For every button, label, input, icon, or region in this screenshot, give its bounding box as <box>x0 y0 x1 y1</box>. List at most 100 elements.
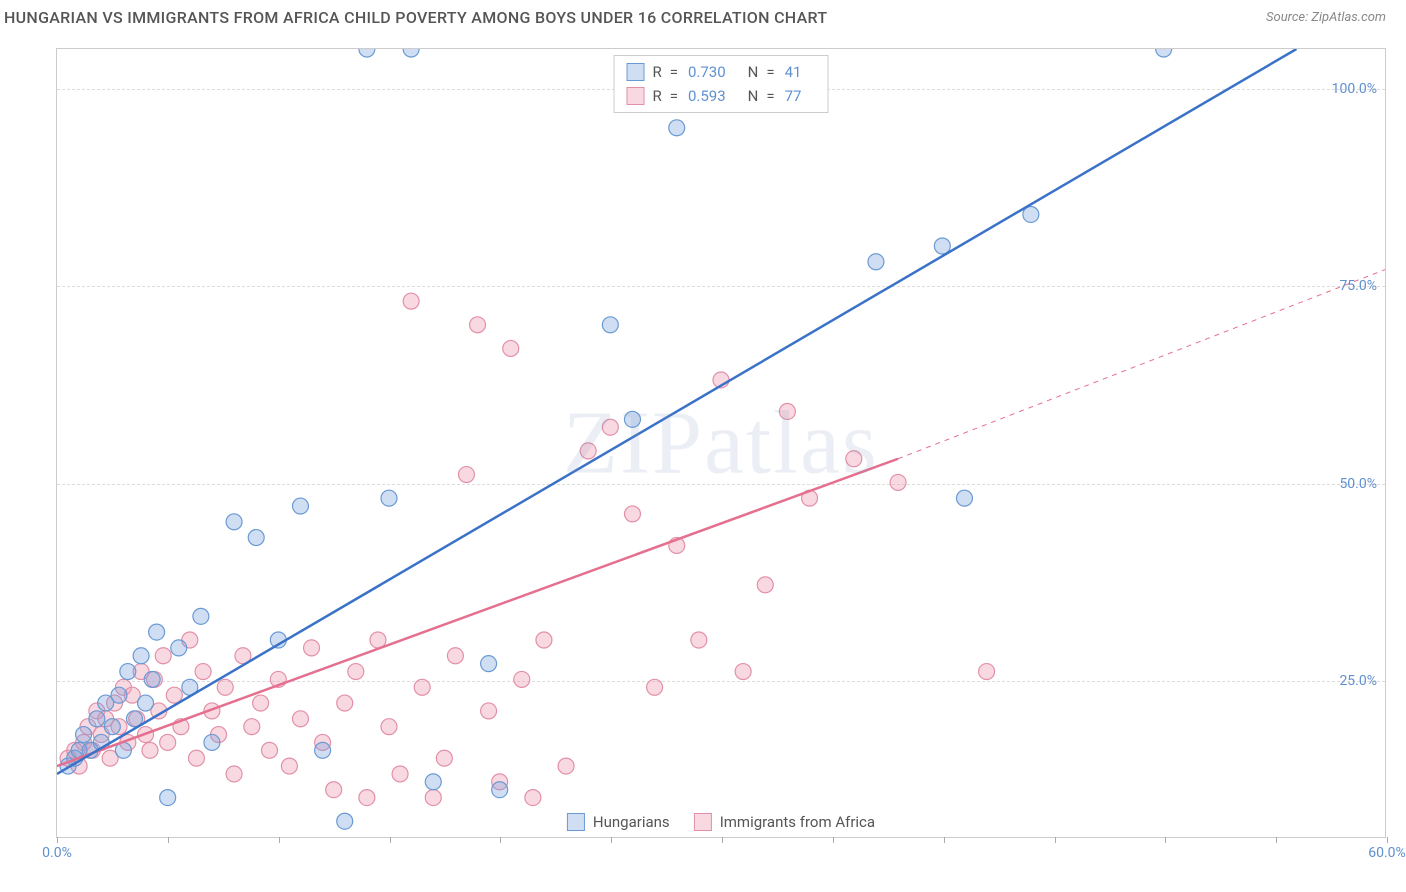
correlation-legend: R= 0.730 N= 41 R= 0.593 N= 77 <box>614 55 829 113</box>
trend-line <box>57 459 898 766</box>
legend-item-hungarians: Hungarians <box>567 813 670 831</box>
data-point <box>292 498 308 514</box>
chart-header: HUNGARIAN VS IMMIGRANTS FROM AFRICA CHIL… <box>0 0 1406 35</box>
legend-label-hungarians: Hungarians <box>593 813 670 831</box>
data-point <box>979 664 995 680</box>
data-point <box>160 790 176 806</box>
data-point <box>155 648 171 664</box>
data-point <box>281 758 297 774</box>
y-tick-label: 75.0% <box>1339 278 1377 294</box>
data-point <box>580 443 596 459</box>
x-tick-mark <box>1387 837 1388 843</box>
data-point <box>381 719 397 735</box>
data-point <box>326 782 342 798</box>
x-tick-mark <box>611 837 612 843</box>
x-tick-label: 60.0% <box>1368 845 1406 861</box>
data-point <box>89 711 105 727</box>
data-point <box>514 671 530 687</box>
data-point <box>757 577 773 593</box>
chart-title: HUNGARIAN VS IMMIGRANTS FROM AFRICA CHIL… <box>4 8 827 27</box>
data-point <box>315 742 331 758</box>
data-point <box>436 750 452 766</box>
data-point <box>425 774 441 790</box>
data-point <box>414 679 430 695</box>
x-tick-mark <box>1276 837 1277 843</box>
data-point <box>149 624 165 640</box>
data-point <box>76 727 92 743</box>
swatch-africa-icon <box>627 87 645 105</box>
data-point <box>195 664 211 680</box>
data-point <box>558 758 574 774</box>
data-point <box>142 742 158 758</box>
chart-source: Source: ZipAtlas.com <box>1266 10 1386 25</box>
data-point <box>104 719 120 735</box>
data-point <box>120 664 136 680</box>
data-point <box>111 687 127 703</box>
y-tick-label: 25.0% <box>1339 673 1377 689</box>
y-tick-label: 100.0% <box>1332 81 1377 97</box>
data-point <box>226 766 242 782</box>
data-point <box>348 664 364 680</box>
data-point <box>779 404 795 420</box>
data-point <box>525 790 541 806</box>
data-point <box>337 813 353 829</box>
chart-plot-area: ZIPatlas R= 0.730 N= 41 R= 0.593 N= 77 H… <box>56 48 1386 838</box>
n-label: N <box>748 60 759 84</box>
data-point <box>217 679 233 695</box>
data-point <box>890 474 906 490</box>
x-tick-mark <box>390 837 391 843</box>
data-point <box>735 664 751 680</box>
x-tick-label: 0.0% <box>42 845 72 861</box>
data-point <box>381 490 397 506</box>
data-point <box>624 411 640 427</box>
x-tick-mark <box>722 837 723 843</box>
y-tick-label: 50.0% <box>1339 476 1377 492</box>
data-point <box>481 656 497 672</box>
r-value-africa: 0.593 <box>688 84 726 108</box>
r-label: R <box>653 60 662 84</box>
data-point <box>481 703 497 719</box>
data-point <box>359 790 375 806</box>
data-point <box>447 648 463 664</box>
data-point <box>248 530 264 546</box>
data-point <box>253 695 269 711</box>
data-point <box>669 120 685 136</box>
x-tick-mark <box>944 837 945 843</box>
data-point <box>602 317 618 333</box>
x-tick-mark <box>57 837 58 843</box>
data-point <box>1156 49 1172 57</box>
data-point <box>244 719 260 735</box>
data-point <box>956 490 972 506</box>
data-point <box>492 782 508 798</box>
data-point <box>144 671 160 687</box>
r-value-hungarians: 0.730 <box>688 60 726 84</box>
data-point <box>226 514 242 530</box>
data-point <box>470 317 486 333</box>
data-point <box>133 648 149 664</box>
data-point <box>458 467 474 483</box>
trend-line <box>57 49 1296 774</box>
data-point <box>691 632 707 648</box>
r-label: R <box>653 84 662 108</box>
n-value-hungarians: 41 <box>785 60 802 84</box>
x-tick-mark <box>279 837 280 843</box>
data-point <box>304 640 320 656</box>
n-label: N <box>748 84 759 108</box>
data-point <box>602 419 618 435</box>
x-tick-mark <box>168 837 169 843</box>
data-point <box>292 711 308 727</box>
swatch-hungarians-icon <box>627 63 645 81</box>
swatch-hungarians-icon <box>567 813 585 831</box>
data-point <box>624 506 640 522</box>
x-tick-mark <box>500 837 501 843</box>
data-point <box>188 750 204 766</box>
data-point <box>337 695 353 711</box>
data-point <box>359 49 375 57</box>
data-point <box>536 632 552 648</box>
trend-line <box>898 270 1385 459</box>
legend-label-africa: Immigrants from Africa <box>720 813 875 831</box>
data-point <box>403 293 419 309</box>
x-tick-mark <box>1055 837 1056 843</box>
data-point <box>403 49 419 57</box>
swatch-africa-icon <box>694 813 712 831</box>
